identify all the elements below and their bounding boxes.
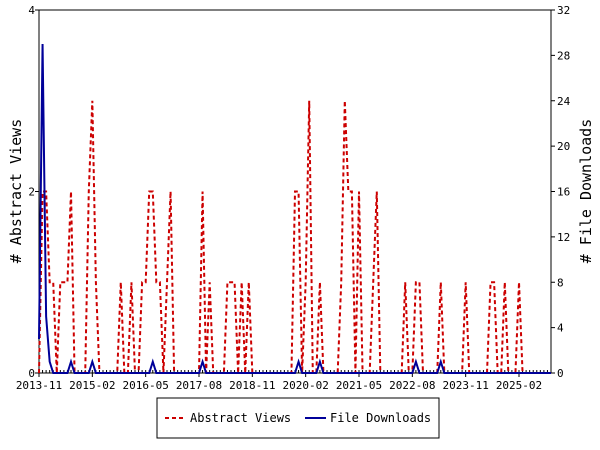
series-layer <box>38 44 551 374</box>
y-right-tick-label: 16 <box>557 186 570 199</box>
x-tick-label: 2016-05 <box>122 379 168 392</box>
y-right-tick-label: 24 <box>557 95 571 108</box>
x-tick-label: 2021-05 <box>336 379 382 392</box>
y-right-tick-label: 12 <box>557 231 570 244</box>
y-right-tick-label: 0 <box>557 367 564 380</box>
x-tick-label: 2025-02 <box>496 379 542 392</box>
legend-label-abstract-views: Abstract Views <box>190 411 291 425</box>
y-right-tick-label: 4 <box>557 322 564 335</box>
series-line-abstract-views <box>38 100 551 374</box>
legend: Abstract Views File Downloads <box>156 397 440 439</box>
x-tick-label: 2015-02 <box>69 379 115 392</box>
y-left-tick-label: 2 <box>28 186 35 199</box>
series-line-file-downloads <box>38 44 551 374</box>
x-tick-label: 2023-11 <box>442 379 488 392</box>
legend-box <box>156 397 440 439</box>
y-left-tick-label: 0 <box>28 367 35 380</box>
legend-label-file-downloads: File Downloads <box>330 411 431 425</box>
y-right-tick-label: 8 <box>557 276 564 289</box>
x-tick-label: 2022-08 <box>389 379 435 392</box>
y-right-tick-label: 20 <box>557 140 570 153</box>
y-left-axis-title: # Abstract Views <box>7 119 25 264</box>
x-tick-label: 2013-11 <box>16 379 62 392</box>
x-tick-label: 2018-11 <box>229 379 275 392</box>
y-left-tick-label: 4 <box>28 4 35 17</box>
y-right-tick-label: 28 <box>557 49 570 62</box>
y-right-axis-title: # File Downloads <box>577 119 595 264</box>
y-right-tick-label: 32 <box>557 4 570 17</box>
y-right-axis-ticks: 0 4 8 12 16 20 24 28 32 <box>551 4 571 380</box>
x-axis-ticks: 2013-11 2015-02 2016-05 2017-08 2018-11 2020-… <box>16 373 542 392</box>
x-tick-label: 2020-02 <box>282 379 328 392</box>
x-tick-label: 2017-08 <box>176 379 222 392</box>
y-left-axis-ticks: 0 2 4 <box>28 4 39 380</box>
